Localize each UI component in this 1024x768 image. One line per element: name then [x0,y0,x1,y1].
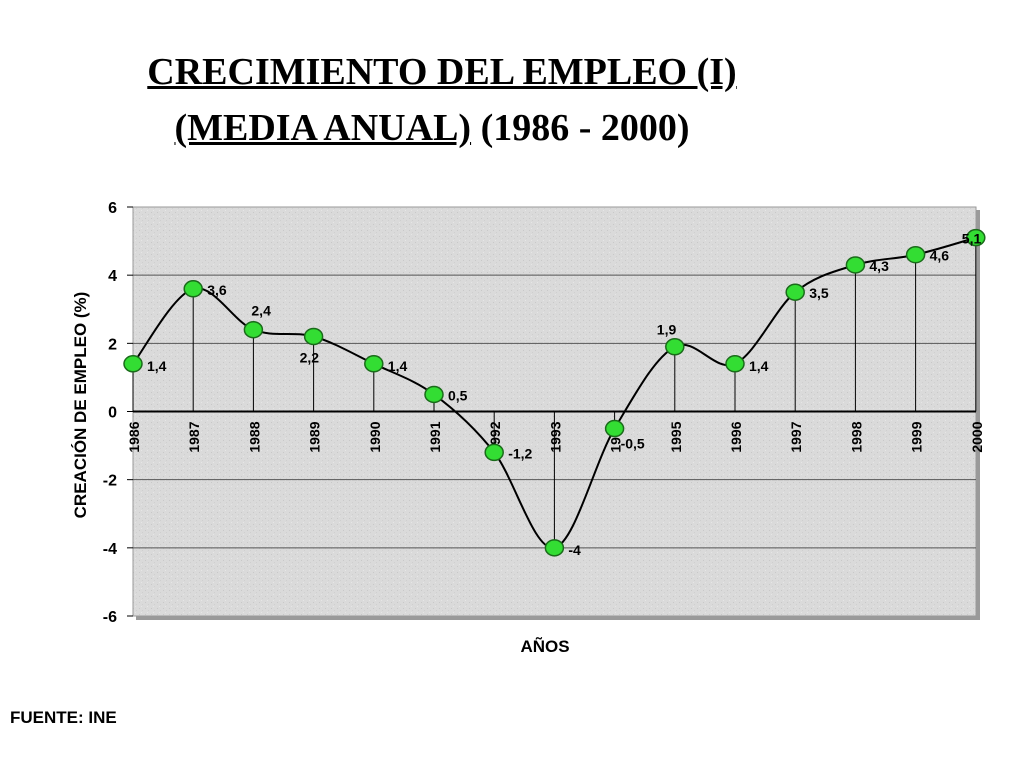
data-label: 2,4 [251,303,271,319]
x-tick-label: 1986 [126,421,142,452]
title-years-part: (1986 - 2000) [471,107,690,149]
data-label: 1,9 [657,322,677,338]
data-label: -4 [568,542,581,558]
data-point-marker [665,337,685,356]
title-underlined-part: (MEDIA ANUAL) [174,107,472,149]
plot-area-shadow [976,210,980,619]
x-tick-label: 1997 [788,421,804,452]
data-point-marker [905,245,926,264]
y-tick-label: 6 [108,200,117,217]
data-point-marker [364,355,384,373]
data-label: 1,4 [147,358,167,374]
data-point-marker [424,385,444,404]
data-label: -1,2 [508,445,532,461]
data-label: 4,6 [930,248,950,264]
data-point-marker [183,280,203,298]
x-tick-label: 1990 [367,421,383,452]
plot-area-shadow-bottom [136,616,980,620]
data-point-marker [243,320,264,339]
y-tick-label: -6 [103,609,117,626]
y-tick-label: 0 [108,405,117,422]
x-tick-label: 1998 [848,421,864,452]
x-tick-label: 1989 [307,421,323,452]
data-point-marker [123,355,143,373]
x-tick-label: 1995 [668,421,684,452]
chart-title-line2: (MEDIA ANUAL) (1986 - 2000) [0,106,944,150]
data-label: 0,5 [448,387,468,403]
data-point-marker [303,327,324,346]
x-tick-label: 1991 [427,421,443,452]
data-point-marker [604,419,625,438]
x-tick-label: 1999 [909,421,925,452]
x-tick-label: 2000 [969,421,985,452]
source-footnote: FUENTE: INE [10,708,117,727]
x-tick-label: 1988 [246,421,262,452]
x-axis-label: AÑOS [520,636,569,656]
data-point-marker [845,256,866,274]
x-tick-label: 1987 [186,421,202,452]
data-point-marker [785,283,805,301]
x-tick-label: 1996 [728,421,744,452]
data-label: 2,2 [300,350,320,366]
y-tick-label: 4 [108,268,117,285]
chart-title-line1: CRECIMIENTO DEL EMPLEO (I) [147,51,737,93]
data-point-marker [966,228,986,247]
data-label: 4,3 [869,258,889,274]
data-label: 1,4 [388,358,408,374]
y-tick-label: 2 [108,336,117,353]
data-label: -0,5 [621,436,645,452]
x-tick-label: 1993 [547,421,563,452]
y-axis-label: CREACIÓN DE EMPLEO (%) [71,292,90,519]
data-label: 3,5 [809,285,829,301]
data-point-marker [725,355,745,373]
data-label: 1,4 [749,358,769,374]
data-point-marker [544,539,565,557]
data-label: 3,6 [207,282,227,298]
y-tick-label: -2 [103,473,117,490]
data-label: 5,1 [962,231,982,247]
data-point-marker [484,443,504,462]
y-tick-label: -4 [103,541,117,558]
